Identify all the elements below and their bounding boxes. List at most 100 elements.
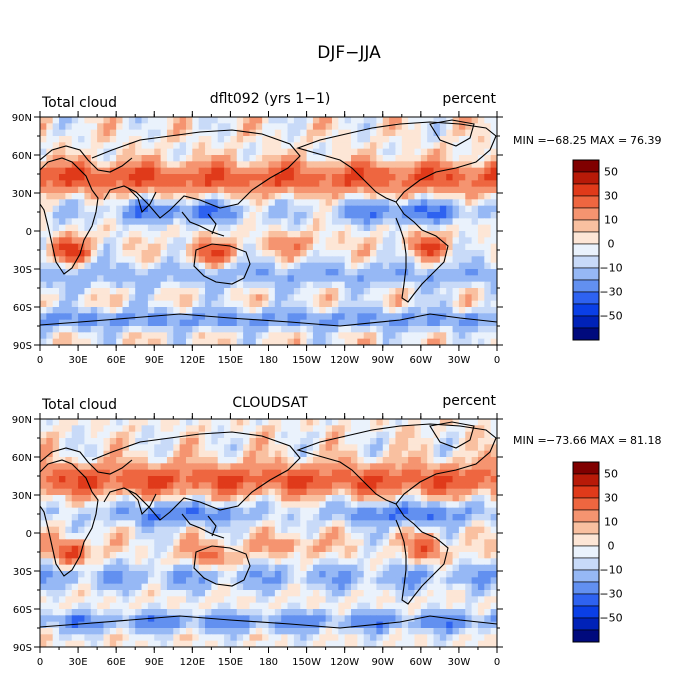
field-cell <box>338 602 346 610</box>
field-cell <box>160 564 168 572</box>
field-cell <box>160 507 168 515</box>
field-cell <box>357 495 365 502</box>
field-cell <box>78 526 86 534</box>
field-cell <box>122 609 130 616</box>
field-cell <box>185 174 193 181</box>
field-cell <box>154 129 162 137</box>
field-cell <box>122 237 130 245</box>
field-cell <box>376 545 384 553</box>
field-cell <box>490 269 497 276</box>
field-cell <box>395 476 403 483</box>
field-cell <box>236 338 244 345</box>
field-cell <box>198 419 206 426</box>
field-cell <box>351 243 358 251</box>
field-cell <box>236 199 244 207</box>
field-cell <box>446 552 454 559</box>
field-cell <box>306 281 314 289</box>
field-cell <box>205 294 212 302</box>
field-cell <box>357 123 365 131</box>
colorbar-label: −10 <box>599 262 622 275</box>
field-cell <box>224 307 232 314</box>
field-cell <box>401 224 409 232</box>
field-cell <box>71 514 79 521</box>
field-cell <box>465 539 473 547</box>
field-cell <box>319 174 327 181</box>
field-cell <box>281 332 289 340</box>
field-cell <box>446 243 454 251</box>
field-cell <box>446 218 454 226</box>
field-cell <box>351 161 358 169</box>
field-cell <box>65 193 73 200</box>
field-cell <box>262 526 270 534</box>
field-cell <box>249 294 257 302</box>
field-cell <box>293 250 301 257</box>
field-cell <box>351 488 358 496</box>
field-cell <box>128 425 136 433</box>
field-cell <box>363 495 371 502</box>
field-cell <box>230 338 238 345</box>
field-cell <box>382 545 390 553</box>
x-tick-label: 120W <box>330 355 359 366</box>
field-cell <box>262 338 270 345</box>
field-cell <box>84 180 92 188</box>
field-cell <box>325 526 333 534</box>
field-cell <box>344 564 352 572</box>
field-cell <box>408 180 416 188</box>
field-cell <box>344 425 352 433</box>
field-cell <box>331 583 339 591</box>
field-cell <box>154 186 162 194</box>
field-cell <box>357 431 365 439</box>
field-cell <box>477 294 485 302</box>
field-cell <box>414 307 422 314</box>
field-cell <box>281 237 289 245</box>
field-cell <box>173 307 181 314</box>
field-cell <box>116 167 124 175</box>
field-cell <box>243 533 251 540</box>
field-cell <box>446 450 454 458</box>
field-cell <box>249 167 257 175</box>
field-cell <box>243 129 251 137</box>
field-cell <box>395 338 403 345</box>
field-cell <box>255 577 263 585</box>
field-cell <box>65 294 73 302</box>
field-cell <box>433 425 441 433</box>
field-cell <box>262 288 270 295</box>
field-cell <box>262 583 270 591</box>
field-cell <box>439 218 447 226</box>
field-cell <box>97 444 105 452</box>
field-cell <box>351 313 358 321</box>
field-cell <box>439 444 447 452</box>
field-cell <box>351 193 358 200</box>
field-cell <box>433 583 441 591</box>
field-cell <box>370 545 378 553</box>
field-cell <box>293 313 301 321</box>
field-cell <box>306 571 314 578</box>
field-cell <box>293 205 301 213</box>
field-cell <box>46 186 54 194</box>
field-cell <box>192 476 200 483</box>
field-cell <box>351 262 358 270</box>
field-cell <box>109 300 117 308</box>
field-cell <box>376 218 384 226</box>
field-cell <box>382 514 390 521</box>
field-cell <box>382 237 390 245</box>
field-cell <box>243 294 251 302</box>
field-cell <box>97 224 105 232</box>
field-cell <box>40 250 47 257</box>
field-cell <box>262 425 270 433</box>
figure-title: DJF−JJA <box>317 43 381 63</box>
field-cell <box>255 476 263 483</box>
field-cell <box>477 300 485 308</box>
field-cell <box>173 507 181 515</box>
field-cell <box>331 275 339 283</box>
field-cell <box>433 180 441 188</box>
field-cell <box>274 533 282 540</box>
field-cell <box>420 596 428 604</box>
field-cell <box>166 558 174 566</box>
field-cell <box>160 450 168 458</box>
field-cell <box>389 155 397 162</box>
field-cell <box>458 275 466 283</box>
field-cell <box>230 482 238 490</box>
field-cell <box>465 583 473 591</box>
field-cell <box>325 438 333 445</box>
